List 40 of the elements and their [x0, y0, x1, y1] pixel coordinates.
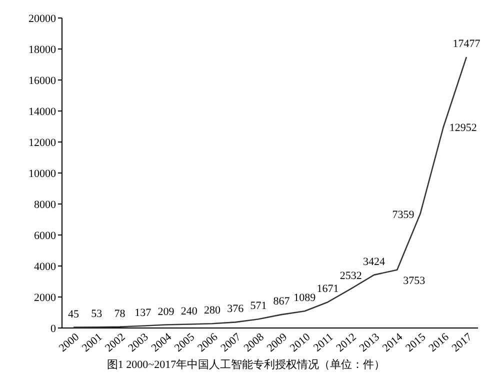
data-label: 137	[134, 306, 152, 319]
x-tick-label: 2009	[264, 330, 290, 354]
data-label: 3424	[363, 256, 386, 268]
data-label: 3753	[403, 274, 426, 287]
data-label: 867	[273, 296, 290, 308]
data-label: 1089	[294, 292, 316, 304]
data-label: 17477	[452, 38, 481, 50]
x-tick-label: 2013	[357, 330, 382, 354]
data-label: 45	[68, 308, 80, 320]
y-tick-label: 8000	[34, 199, 56, 211]
data-label: 240	[180, 305, 198, 318]
y-tick-label: 2000	[34, 292, 56, 304]
y-tick-label: 18000	[28, 44, 56, 56]
data-label: 7359	[392, 208, 415, 221]
data-label: 280	[204, 304, 221, 317]
caption: 图1 2000~2017年中国人工智能专利授权情况（单位：件）	[106, 358, 386, 371]
data-label: 571	[250, 300, 267, 312]
data-label: 78	[114, 308, 126, 320]
y-tick-label: 6000	[34, 230, 56, 242]
y-tick-label: 10000	[28, 168, 56, 180]
x-tick-label: 2000	[56, 330, 82, 354]
x-tick-label: 2003	[126, 330, 152, 354]
data-label: 1671	[316, 283, 339, 296]
y-tick-label: 14000	[28, 106, 56, 118]
data-label: 2532	[340, 270, 362, 282]
data-label: 12952	[449, 122, 477, 134]
y-tick-label: 4000	[34, 261, 56, 273]
x-tick-label: 2012	[334, 331, 359, 354]
data-label: 53	[91, 308, 103, 320]
y-tick-label: 20000	[28, 13, 56, 25]
y-tick-label: 16000	[28, 75, 56, 87]
y-tick-label: 12000	[28, 137, 56, 149]
x-tick-label: 2002	[103, 331, 128, 354]
x-tick-label: 2010	[288, 330, 313, 354]
data-label: 209	[158, 306, 175, 318]
x-tick-label: 2008	[242, 330, 267, 354]
data-label: 376	[227, 303, 244, 316]
x-tick-label: 2001	[80, 331, 105, 354]
y-tick-label: 0	[50, 323, 56, 335]
x-tick-label: 2011	[311, 331, 336, 354]
